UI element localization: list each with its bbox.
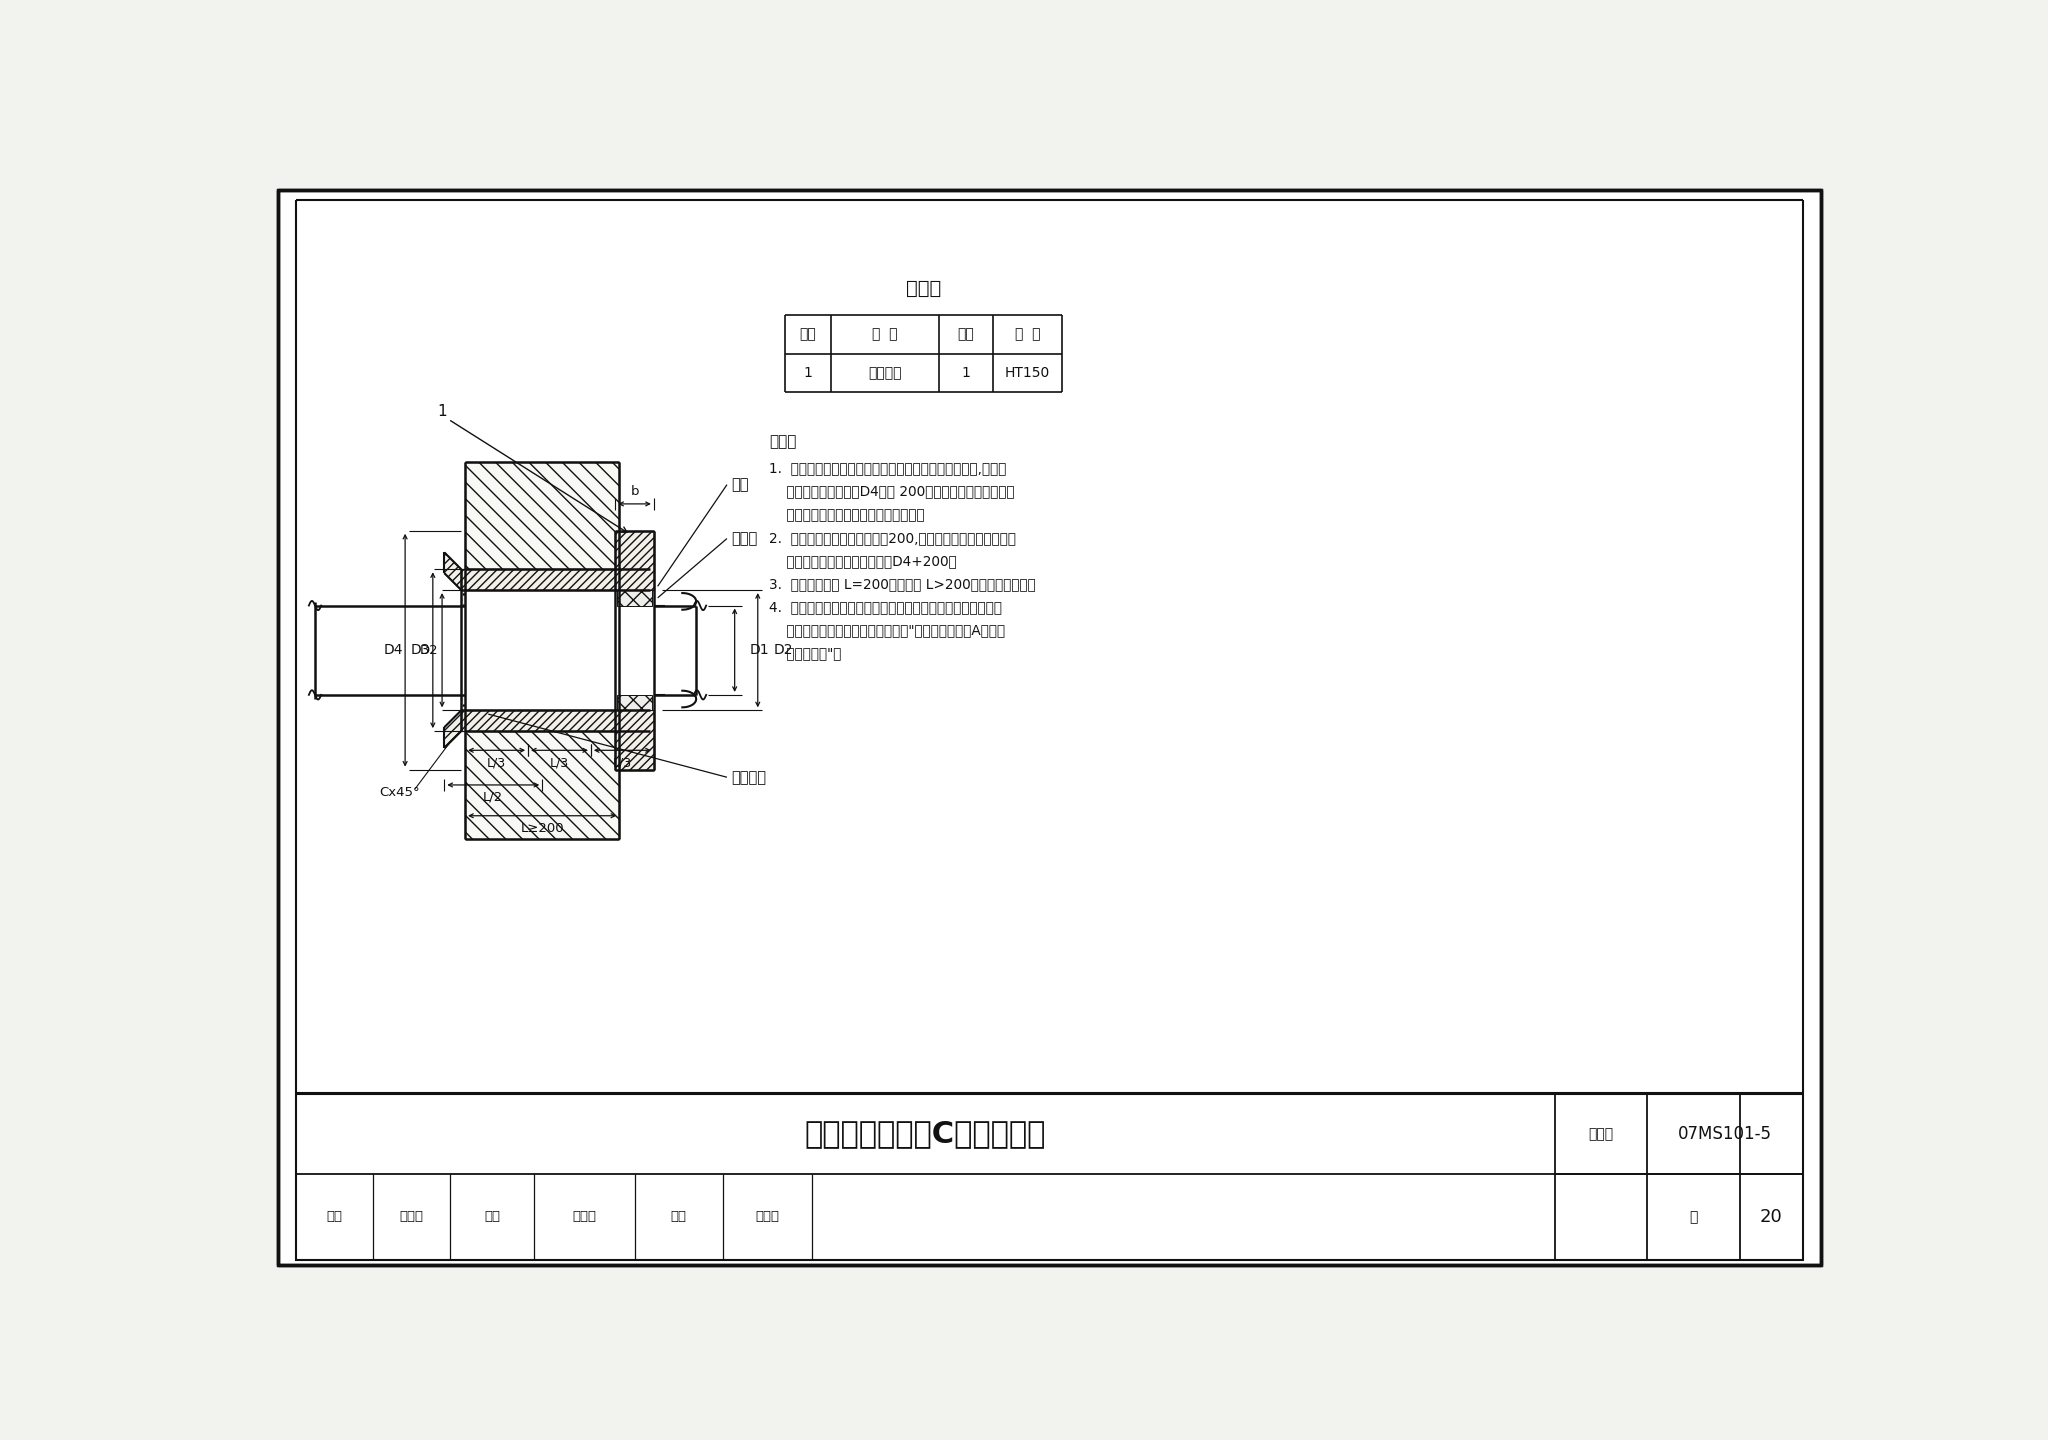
Bar (461, 590, 465, 606)
Text: 刚性防水套管（C型）安装图: 刚性防水套管（C型）安装图 (805, 1120, 1047, 1149)
Text: 铸铁套管: 铸铁套管 (868, 366, 901, 380)
Text: 1: 1 (803, 366, 813, 380)
Text: 石棉水泥: 石棉水泥 (731, 770, 766, 785)
Text: 20: 20 (1759, 1208, 1784, 1225)
Text: L/3: L/3 (612, 756, 633, 769)
Text: 4.  当用于饮用水水池或蓄水池安装时，应在石棉水泥与水接触: 4. 当用于饮用水水池或蓄水池安装时，应在石棉水泥与水接触 (770, 600, 1001, 613)
Text: b: b (631, 485, 639, 498)
Text: 1.  套管穿墙处如遇非混凝土墙壁时，应改用混凝土墙壁,其浇筑: 1. 套管穿墙处如遇非混凝土墙壁时，应改用混凝土墙壁,其浇筑 (770, 462, 1008, 475)
Text: 名  称: 名 称 (872, 327, 897, 341)
Text: HT150: HT150 (1006, 366, 1051, 380)
Text: 侧嵌填无毒密封膏，做法见本图集"刚性防水套管（A型）安: 侧嵌填无毒密封膏，做法见本图集"刚性防水套管（A型）安 (770, 624, 1006, 638)
Text: 校对: 校对 (483, 1211, 500, 1224)
Bar (465, 462, 618, 569)
Text: 图集号: 图集号 (1589, 1128, 1614, 1140)
Text: 厚。加厚部分的直径至少应为D4+200。: 厚。加厚部分的直径至少应为D4+200。 (770, 554, 956, 567)
Bar (295, 203, 750, 1089)
Text: 07MS101-5: 07MS101-5 (1677, 1125, 1772, 1143)
Text: 固于墙内。套管内的填料应紧密捣实。: 固于墙内。套管内的填料应紧密捣实。 (770, 508, 926, 521)
Text: 1: 1 (438, 405, 446, 419)
Text: 3.  套管的重量以 L=200计算，当 L>200时，应另行计算。: 3. 套管的重量以 L=200计算，当 L>200时，应另行计算。 (770, 577, 1036, 590)
Text: D4: D4 (383, 644, 403, 657)
Bar (616, 696, 651, 710)
Polygon shape (444, 710, 461, 747)
Text: 油麻: 油麻 (731, 477, 748, 492)
Bar (616, 590, 651, 606)
Text: 设计: 设计 (670, 1211, 686, 1224)
Bar (465, 732, 618, 840)
Text: 陈春明: 陈春明 (573, 1211, 596, 1224)
Text: 材  料: 材 料 (1014, 327, 1040, 341)
Bar (614, 710, 653, 769)
Text: 装图（二）"。: 装图（二）"。 (770, 647, 842, 661)
Bar (315, 606, 696, 696)
Bar (461, 569, 649, 590)
Bar (614, 531, 653, 590)
Text: 审核: 审核 (326, 1211, 342, 1224)
Bar (295, 1094, 1804, 1260)
Text: D1: D1 (750, 644, 770, 657)
Text: 2.  穿管处混凝土墙厚应不小于200,否则应使墙壁一边或两边加: 2. 穿管处混凝土墙厚应不小于200,否则应使墙壁一边或两边加 (770, 531, 1016, 544)
Bar (461, 710, 649, 732)
Text: 范围应比翼缘直径（D4）大 200，而且必须将套管一次浇: 范围应比翼缘直径（D4）大 200，而且必须将套管一次浇 (770, 485, 1016, 498)
Text: L/2: L/2 (483, 791, 504, 804)
Text: 材料表: 材料表 (905, 279, 940, 298)
Text: 说明：: 说明： (770, 435, 797, 449)
Text: 林海燕: 林海燕 (399, 1211, 424, 1224)
Text: 铸铁管: 铸铁管 (731, 531, 758, 546)
Text: 序号: 序号 (799, 327, 817, 341)
Bar (461, 696, 465, 710)
Text: L≥200: L≥200 (520, 822, 563, 835)
Text: 欧阳容: 欧阳容 (756, 1211, 780, 1224)
Text: D3: D3 (410, 644, 430, 657)
Text: 页: 页 (1690, 1210, 1698, 1224)
Text: D2: D2 (420, 644, 438, 657)
Text: L/3: L/3 (551, 756, 569, 769)
Text: D2: D2 (774, 644, 793, 657)
Text: Cx45°: Cx45° (379, 786, 420, 799)
Text: 数量: 数量 (956, 327, 975, 341)
Text: L/3: L/3 (487, 756, 506, 769)
Polygon shape (444, 553, 461, 590)
Text: 1: 1 (961, 366, 971, 380)
